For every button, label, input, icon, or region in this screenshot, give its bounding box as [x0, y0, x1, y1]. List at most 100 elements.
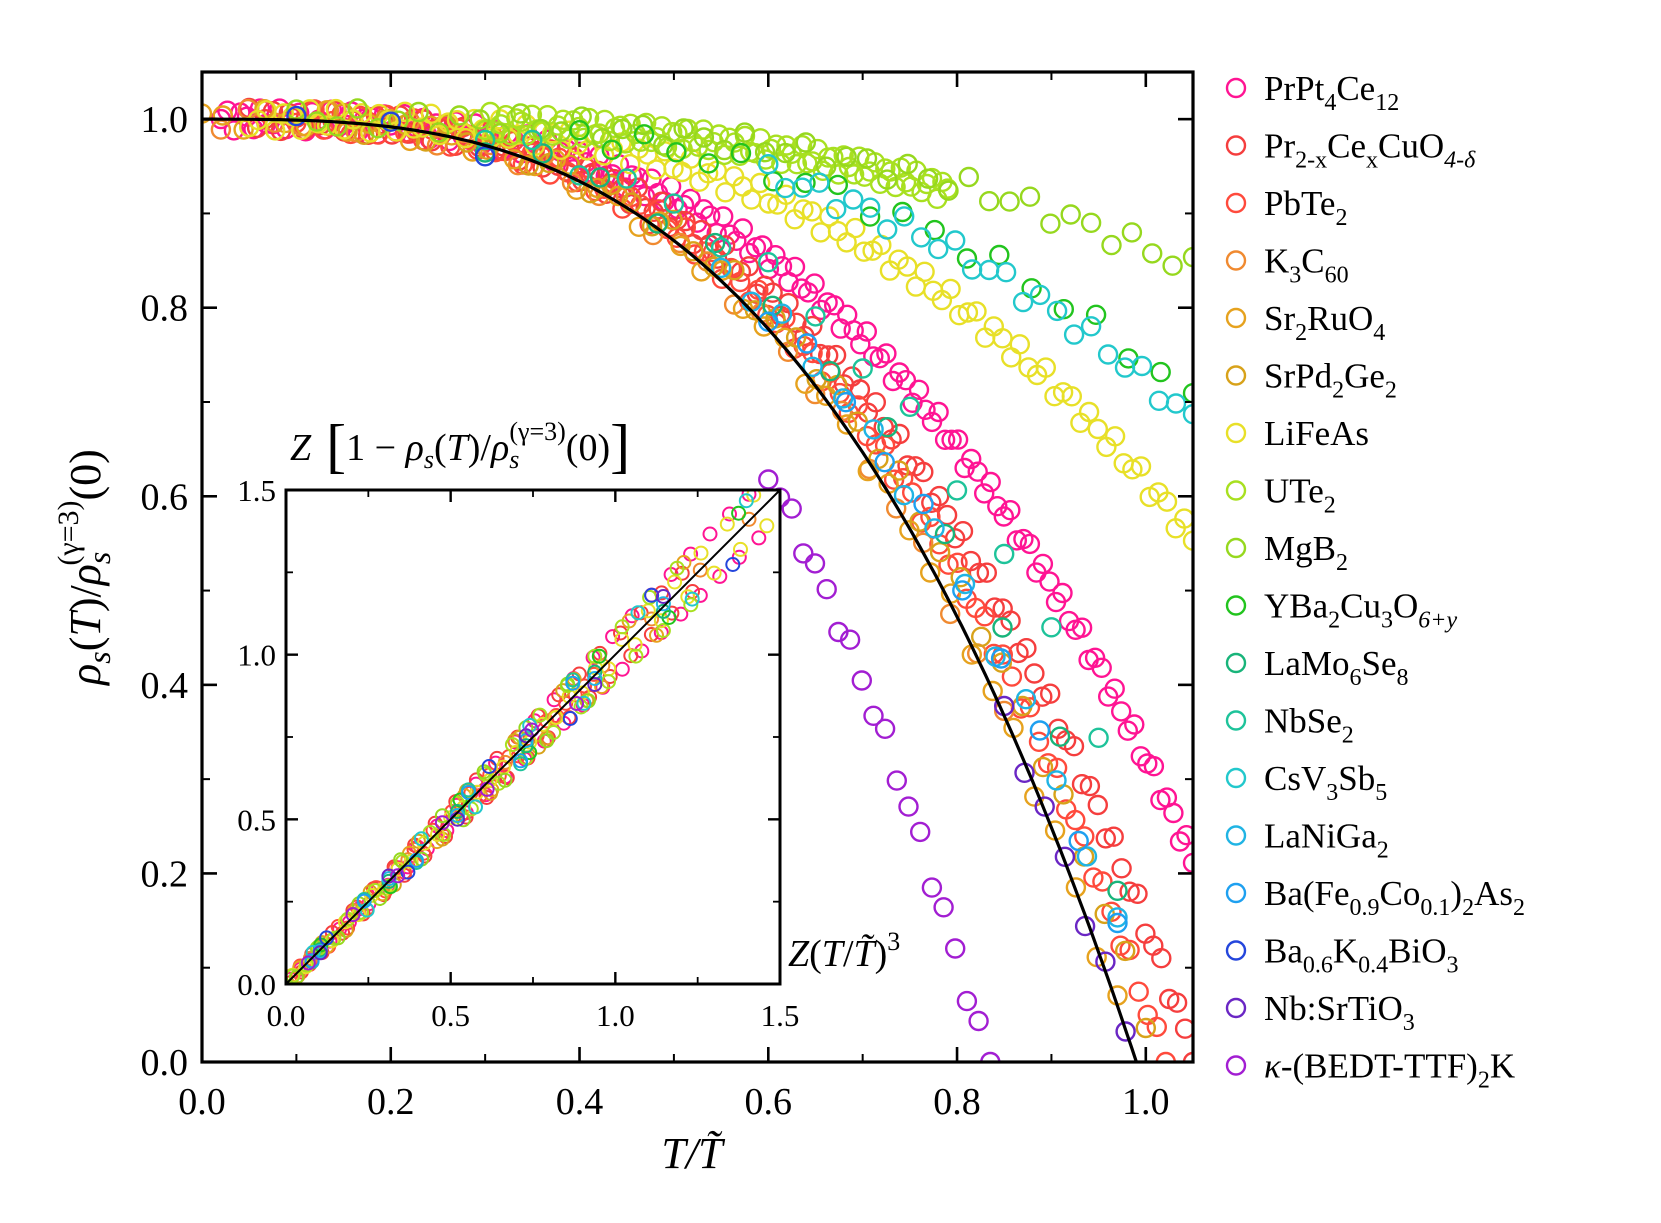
legend-label: YBa2Cu3O6+y — [1264, 587, 1457, 634]
legend-marker — [1225, 825, 1247, 846]
series-8-point — [571, 106, 592, 127]
legend-label-part: 0.1 — [1420, 895, 1450, 921]
series-1-point — [889, 423, 910, 445]
series-2-point — [1028, 731, 1050, 752]
legend-label-part: K — [1264, 242, 1289, 281]
inset-series-7-point — [655, 623, 671, 638]
legend-label: LiFeAs — [1264, 414, 1369, 453]
series-8-point — [1080, 212, 1102, 234]
series-7-point — [636, 112, 657, 134]
inset-series-8-point — [476, 764, 492, 780]
series-12-point — [1165, 393, 1187, 414]
series-6-point — [1122, 459, 1143, 480]
inset-title-one-minus: 1 − — [346, 427, 405, 469]
series-6-point — [1001, 347, 1022, 368]
series-2-point — [1001, 666, 1023, 687]
legend-label-part: 3 — [1326, 780, 1338, 806]
legend-label-part: x — [1366, 148, 1378, 174]
series-9-point — [1085, 304, 1107, 325]
series-2-point — [974, 606, 995, 627]
series-17-point — [945, 938, 966, 959]
inset-series-14-point — [461, 785, 476, 800]
inset-xlabel-close: ) — [875, 933, 888, 975]
series-16-point — [1115, 1021, 1136, 1042]
series-8-point — [836, 146, 857, 168]
legend-label-part: 12 — [1375, 90, 1399, 116]
series-8-point — [999, 191, 1020, 212]
inset-series-15-point — [481, 759, 497, 774]
legend-label: LaNiGa2 — [1264, 817, 1389, 864]
series-14-point — [1068, 830, 1089, 852]
series-8-point — [1019, 186, 1041, 207]
series-0-point — [1084, 647, 1106, 668]
series-12-point — [1148, 390, 1170, 411]
series-4-point — [628, 216, 650, 238]
series-12-point — [1063, 324, 1085, 345]
series-0-point — [1039, 571, 1060, 592]
series-5-point — [662, 209, 683, 231]
series-8-point — [917, 168, 939, 189]
series-0-point — [810, 299, 832, 321]
series-8-point — [1182, 246, 1193, 268]
series-12-point — [1012, 291, 1034, 313]
series-1-point — [1039, 683, 1061, 704]
series-0-point — [947, 429, 969, 450]
legend-label-part: Se — [1362, 644, 1397, 683]
inset-series-0-point — [605, 629, 621, 645]
series-15-point — [474, 146, 496, 167]
series-12-point — [758, 153, 779, 175]
series-1-point — [778, 293, 799, 314]
inset-title-Z: Z — [290, 427, 312, 469]
series-9-point — [730, 142, 752, 164]
series-12-point — [978, 259, 1000, 281]
series-17-point — [804, 553, 826, 574]
series-0-point — [1124, 714, 1145, 735]
series-8-point — [1141, 243, 1163, 264]
inset-x-axis-label: Z(T/T̃)3 — [788, 927, 900, 975]
series-4-point — [982, 680, 1003, 702]
series-5-point — [847, 411, 868, 432]
series-12-points — [758, 153, 1193, 425]
series-0-point — [700, 205, 721, 227]
series-15-point — [380, 111, 401, 132]
series-15-points — [286, 105, 496, 167]
series-13-point — [1076, 846, 1098, 867]
y-tick-label: 0.8 — [141, 288, 189, 330]
main-axes: 0.0 0.2 0.4 0.6 0.8 1.00.00.20.40.60.81.0T/T̃… — [52, 70, 1195, 1178]
inset-series-16-point — [312, 945, 328, 961]
inset-series-9-point — [591, 648, 607, 664]
series-2-point — [1065, 809, 1086, 831]
inset-series-8-point — [497, 772, 513, 788]
legend-label: Sr2RuO4 — [1264, 299, 1385, 346]
inset-title-paren: ( — [434, 427, 447, 469]
series-6-point — [1104, 426, 1126, 447]
series-17-point — [921, 877, 943, 898]
series-6-point — [1182, 530, 1193, 551]
legend-marker — [1225, 595, 1247, 616]
series-1-point — [1071, 774, 1093, 795]
inset-title-sub-s: s — [424, 445, 434, 474]
legend-label-part: 4-δ — [1444, 148, 1476, 174]
series-11-point — [710, 237, 732, 258]
series-8-point — [632, 114, 653, 136]
legend-label-part: 4 — [1373, 320, 1385, 346]
series-8-point — [469, 109, 490, 130]
legend-label-part: κ — [1264, 1047, 1282, 1086]
series-12-point — [928, 238, 949, 260]
series-17-point — [874, 718, 896, 739]
legend-label-part: 3 — [1447, 953, 1459, 979]
series-7-point — [521, 104, 543, 126]
legend-label-part: 2 — [1324, 493, 1336, 519]
legend-label-part: 2 — [1335, 205, 1347, 231]
series-5-point — [518, 155, 539, 176]
inset-x-tick-label: 1.5 — [761, 998, 800, 1033]
inset-title: Z [1 − ρs(T)/ρs(γ=3)(0)] — [290, 413, 630, 479]
legend-label-part: Ge — [1344, 357, 1385, 396]
series-5-point — [683, 241, 704, 262]
inset-title-slash: )/ — [468, 427, 492, 469]
series-17-point — [956, 990, 978, 1012]
series-12-point — [1080, 316, 1102, 337]
legend-marker — [1225, 192, 1247, 214]
legend-entry: PbTe2 — [1225, 184, 1347, 231]
legend-label-part: PbTe — [1264, 184, 1335, 223]
